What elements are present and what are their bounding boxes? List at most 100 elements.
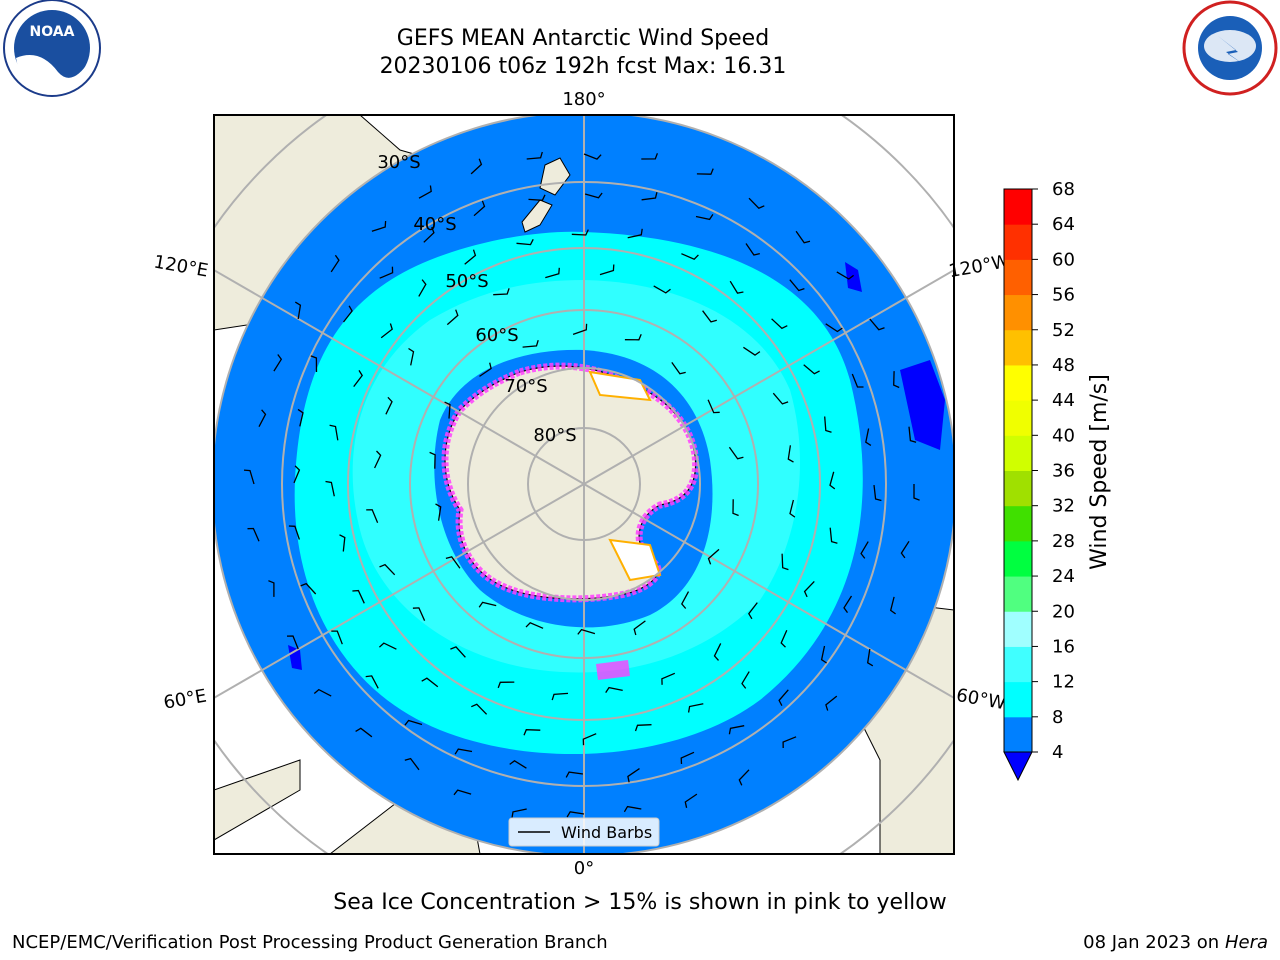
lat-label-70s: 70°S — [504, 376, 547, 397]
wind-barb — [545, 267, 560, 279]
wind-barb — [713, 643, 722, 661]
wind-barb — [634, 724, 652, 732]
wind-barb — [435, 503, 442, 521]
wind-barb — [444, 401, 451, 419]
wind-barb — [297, 408, 304, 427]
lon-label-180: 180° — [562, 89, 605, 110]
wind-barb — [418, 185, 432, 199]
wind-barb — [795, 230, 811, 244]
wind-barb — [825, 323, 843, 333]
wind-barb — [748, 197, 765, 209]
colorbar-tick-label: 12 — [1052, 672, 1075, 693]
map-frame — [213, 114, 955, 855]
wind-barb — [748, 602, 758, 620]
wind-barb — [247, 527, 260, 542]
colorbar-tick-label: 60 — [1052, 249, 1075, 270]
wind-barb — [551, 692, 569, 701]
wind-barb — [572, 323, 588, 336]
colorbar-segment — [1004, 505, 1032, 542]
wind-barb — [851, 373, 864, 388]
wind-barb — [509, 760, 527, 769]
wind-barb — [450, 646, 466, 658]
wind-barb — [893, 371, 900, 389]
wind-barb — [565, 771, 583, 778]
wind-barbs — [243, 151, 920, 818]
wind-barb — [385, 396, 393, 415]
wind-barb — [641, 153, 659, 160]
colorbar-tick-label: 16 — [1052, 636, 1075, 657]
wind-barb — [471, 703, 488, 715]
colorbar-tick-label: 28 — [1052, 531, 1075, 552]
wind-barb — [825, 695, 838, 711]
colorbar-tick-label: 40 — [1052, 425, 1075, 446]
wind-barb — [865, 428, 872, 446]
wind-barb — [325, 480, 335, 497]
wind-barb — [445, 556, 461, 569]
wind-barb — [633, 620, 646, 636]
footer-date: 08 Jan 2023 on Hera — [1083, 932, 1268, 953]
wind-barb — [355, 727, 373, 738]
wind-barb — [342, 305, 353, 323]
wind-barb — [470, 158, 483, 175]
wind-barb — [781, 553, 789, 571]
wind-barb — [378, 642, 397, 650]
sea-ice — [441, 362, 700, 603]
wind-barb — [329, 424, 339, 441]
wind-barb — [873, 485, 882, 502]
wind-barb — [820, 645, 827, 664]
wind-barb — [780, 629, 788, 648]
wind-barb — [681, 253, 699, 260]
wind-barb — [866, 648, 874, 667]
wind-barb — [404, 719, 423, 726]
wind-barb — [374, 450, 382, 469]
wind-barb — [707, 548, 720, 565]
wind-barb — [684, 793, 698, 808]
wind-barb — [331, 630, 343, 645]
wind-barb — [824, 416, 832, 433]
colorbar-tick-label: 36 — [1052, 461, 1075, 482]
wind-barb — [653, 285, 671, 294]
wind-barb — [330, 254, 340, 273]
wind-barb — [366, 509, 379, 523]
colorbar-tick-label: 56 — [1052, 285, 1075, 306]
wind-barb — [404, 757, 420, 771]
wind-barb — [584, 192, 603, 199]
wind-barb — [782, 736, 797, 749]
wind-barb — [300, 582, 317, 595]
wind-barb — [843, 595, 853, 613]
wind-barb — [803, 364, 820, 375]
wind-barb — [789, 279, 805, 292]
wind-barb — [728, 725, 745, 735]
wind-barb — [412, 607, 426, 621]
colorbar-segment — [1004, 716, 1032, 753]
lon-label-60e: 60°E — [162, 685, 208, 713]
lon-label-0: 0° — [574, 858, 594, 879]
wind-barb — [566, 811, 585, 818]
lon-label-120w: 120°W — [947, 251, 1011, 282]
chart-subtitle: 20230106 t06z 192h fcst Max: 16.31 — [379, 54, 787, 79]
wind-barb — [380, 323, 393, 339]
wind-barb — [310, 355, 318, 373]
wind-barb — [900, 540, 910, 559]
wind-barb — [623, 805, 642, 813]
wind-barb — [352, 589, 365, 604]
footer-date-text: 08 Jan 2023 on — [1083, 932, 1220, 953]
wind-barb — [454, 748, 473, 755]
wind-barb — [525, 622, 544, 629]
wind-barb — [493, 288, 510, 296]
wind-barb — [516, 239, 534, 246]
lat-label-50s: 50°S — [445, 271, 488, 292]
wind-barb — [624, 333, 642, 341]
wind-barb — [293, 465, 301, 484]
wind-barb — [729, 280, 744, 294]
wind-barb — [273, 354, 283, 372]
wind-barb — [702, 310, 717, 323]
colorbar-tick-label: 48 — [1052, 355, 1075, 376]
graticule — [214, 115, 954, 854]
wind-barb — [379, 563, 396, 576]
wind-barb — [771, 318, 788, 330]
colorbar-segment — [1004, 294, 1032, 331]
wind-barb — [627, 768, 640, 783]
lon-label-60w: 60°W — [955, 685, 1008, 714]
wind-barb — [671, 362, 686, 375]
